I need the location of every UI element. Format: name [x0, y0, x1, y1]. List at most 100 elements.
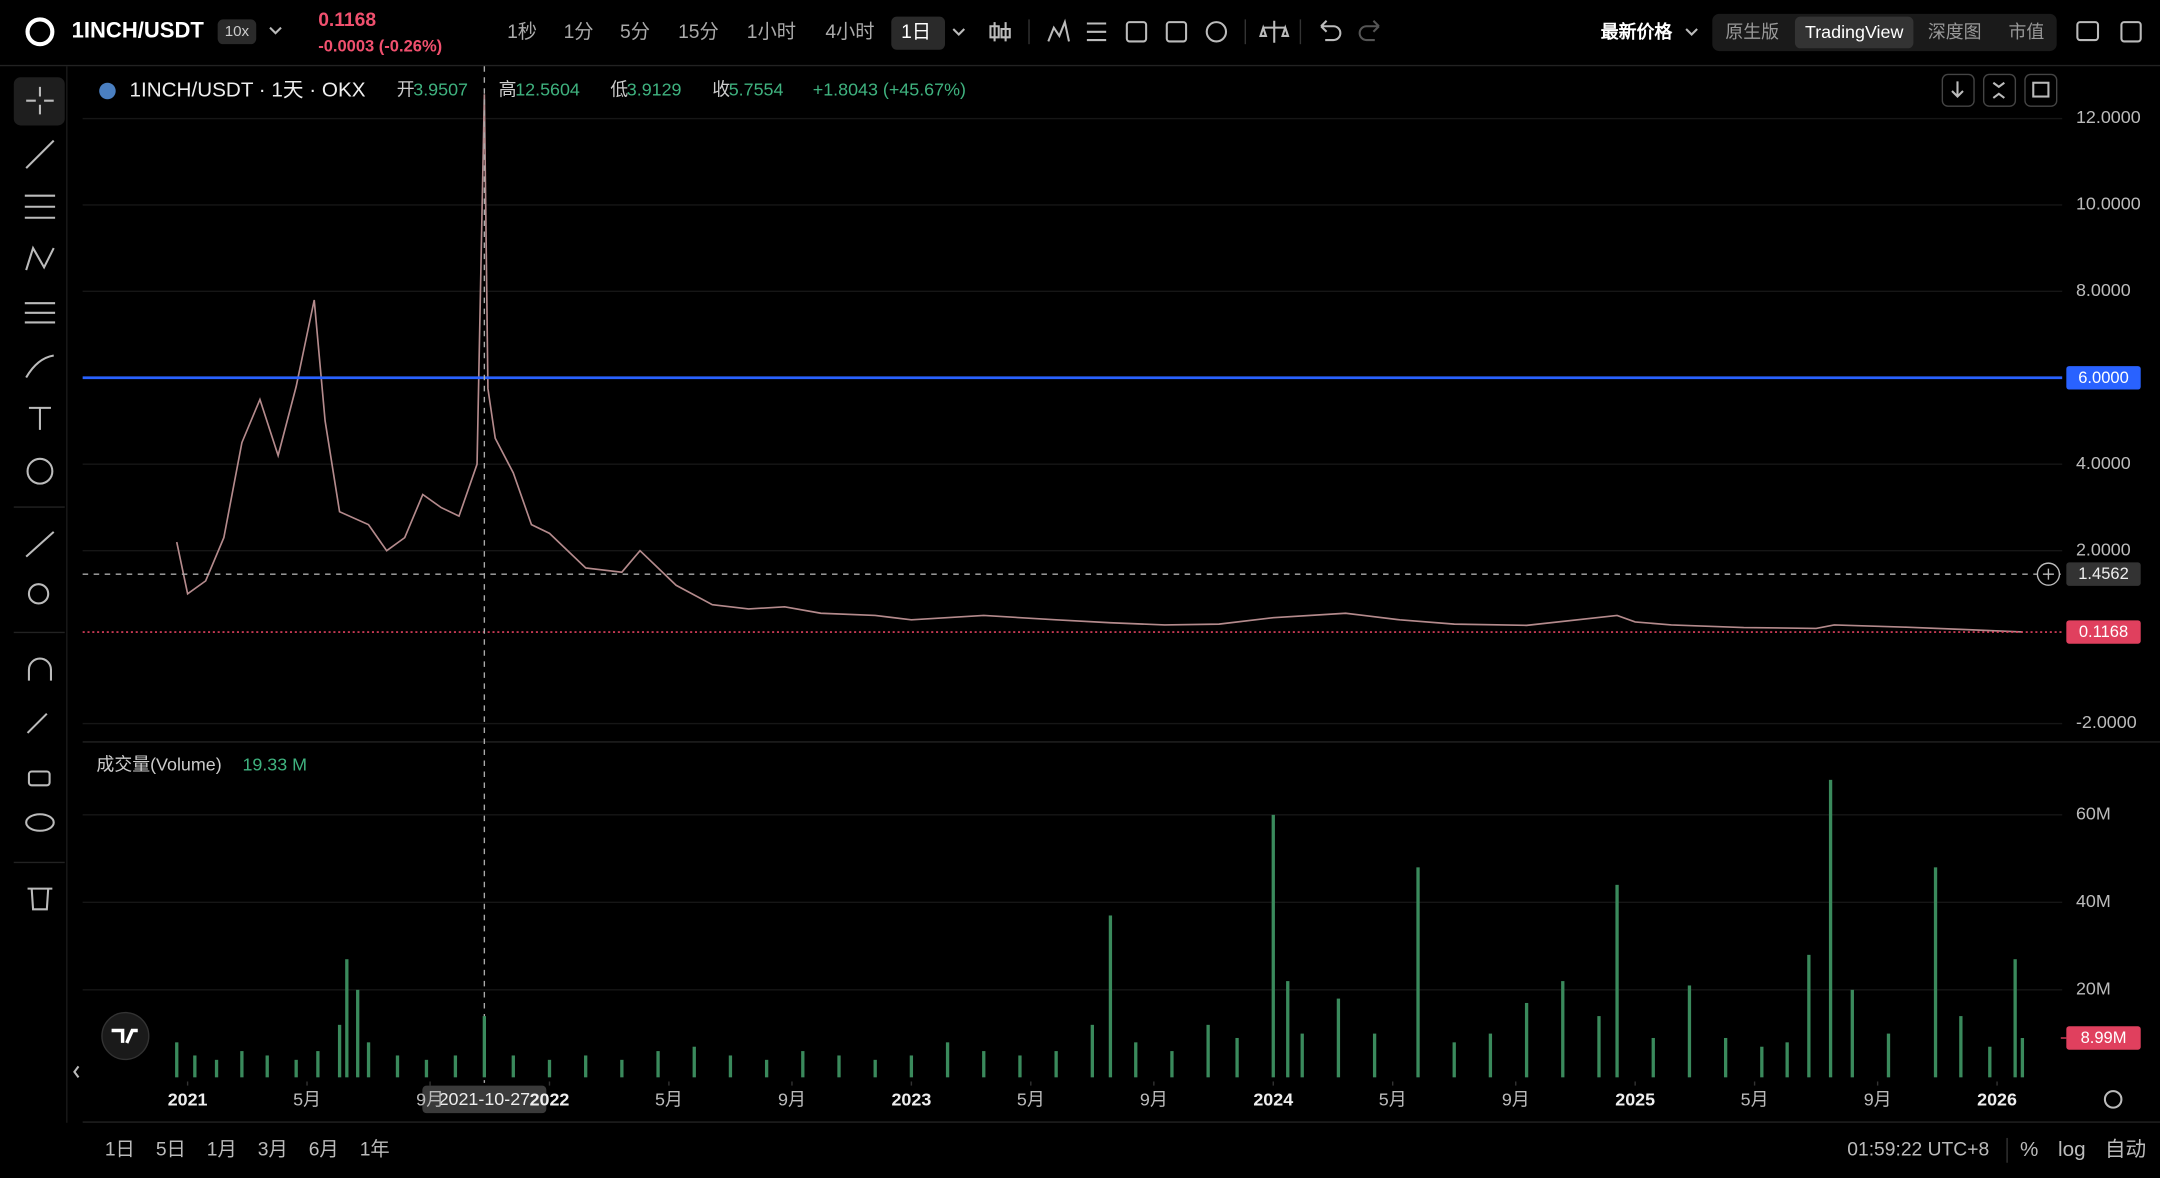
crosshair-tool[interactable] — [26, 86, 54, 115]
y-tick-label: 60M — [2076, 804, 2111, 824]
volume-bar — [728, 1055, 733, 1078]
volume-bar — [424, 1059, 429, 1078]
axis-settings[interactable] — [2103, 1090, 2123, 1109]
text-tool[interactable] — [28, 406, 51, 430]
volume-bar — [1933, 867, 1938, 1078]
legend-title: 1INCH/USDT · 1天 · OKX — [129, 78, 365, 101]
price-mode-dropdown[interactable] — [1685, 28, 1698, 36]
volume-bar — [1988, 1046, 1992, 1078]
fib-tool[interactable] — [24, 194, 56, 219]
interval[interactable]: 1小时 — [747, 21, 796, 43]
range-button[interactable]: 5日 — [156, 1139, 186, 1160]
pane-button[interactable] — [1982, 73, 2017, 107]
x-tick-label: 9月 — [778, 1089, 806, 1109]
price-line-label: 0.1168 — [2079, 622, 2128, 641]
redo-icon[interactable] — [1358, 20, 1380, 42]
collapse-sidebar[interactable] — [73, 1065, 80, 1078]
chart-type-icon[interactable] — [989, 22, 1011, 42]
interval[interactable]: 1分 — [564, 21, 594, 43]
last-price: 0.1168 — [318, 10, 376, 31]
y-tick-label: 8.0000 — [2076, 280, 2131, 300]
interval[interactable]: 1秒 — [507, 21, 537, 43]
interval-dropdown[interactable] — [952, 28, 966, 36]
delete-tool[interactable] — [27, 887, 53, 911]
last-volume-label-bg — [2066, 1026, 2141, 1050]
volume-bar — [453, 1055, 458, 1078]
interval[interactable]: 4小时 — [825, 21, 874, 43]
pane-buttons — [1941, 73, 2058, 107]
volume-bar — [1271, 814, 1275, 1078]
x-tick-label: 5月 — [293, 1089, 321, 1109]
volume-bar — [547, 1059, 552, 1078]
x-tick-label: 2022 — [530, 1089, 570, 1109]
undo-icon[interactable] — [1320, 20, 1342, 42]
emoji-tool[interactable] — [26, 457, 54, 485]
zoom-tool[interactable] — [27, 583, 50, 605]
magnet-tool[interactable] — [27, 657, 53, 681]
y-tick-label: 12.0000 — [2076, 107, 2141, 127]
y-tick-label: 10.0000 — [2076, 194, 2141, 214]
lock-tool[interactable] — [27, 770, 51, 787]
range-button[interactable]: 1月 — [207, 1139, 237, 1160]
percent-toggle[interactable]: % — [2020, 1138, 2038, 1161]
volume-bar — [1336, 998, 1341, 1078]
range-button[interactable]: 1年 — [360, 1138, 390, 1160]
indicators-icon[interactable] — [1047, 18, 1070, 42]
volume-bar — [1286, 981, 1290, 1078]
view-tab[interactable]: TradingView — [1805, 22, 1904, 42]
volume-bar — [1850, 989, 1854, 1078]
symbol[interactable]: 1INCH/USDT — [72, 18, 205, 43]
view-tab[interactable]: 市值 — [2008, 22, 2044, 42]
range-button[interactable]: 6月 — [309, 1139, 339, 1160]
price-line — [175, 94, 2023, 633]
leverage-badge[interactable] — [217, 19, 257, 45]
lock-draw-tool[interactable] — [26, 712, 48, 734]
brush-tool[interactable] — [25, 354, 54, 379]
pane-button[interactable] — [1941, 73, 1975, 107]
price-mode[interactable]: 最新价格 — [1601, 21, 1674, 42]
tradingview-mark — [111, 1028, 138, 1044]
view-tab[interactable]: 原生版 — [1725, 22, 1779, 42]
interval[interactable]: 1日 — [901, 22, 931, 43]
logo[interactable] — [25, 17, 55, 47]
x-tick-label: 5月 — [655, 1089, 683, 1109]
volume-bar — [1687, 985, 1692, 1078]
replay-icon[interactable] — [1165, 21, 1188, 43]
range-button[interactable]: 3月 — [258, 1139, 288, 1160]
compare-icon[interactable] — [1259, 20, 1290, 43]
crosshair-date-bg — [422, 1085, 547, 1114]
y-tick-label: -2.0000 — [2076, 712, 2137, 732]
layout-icon[interactable] — [2076, 21, 2100, 42]
visibility-tool[interactable] — [25, 813, 55, 832]
alert-icon[interactable] — [1125, 21, 1148, 43]
legend-open: 3.9507 — [413, 80, 468, 100]
projection-tool[interactable] — [24, 302, 56, 324]
range-button[interactable]: 1日 — [105, 1139, 135, 1160]
volume-bar — [366, 1042, 371, 1078]
volume-bar — [692, 1046, 696, 1078]
volume-bar — [1651, 1037, 1655, 1078]
list-icon[interactable] — [1086, 22, 1107, 42]
interval[interactable]: 15分 — [678, 21, 719, 43]
volume-bar — [1452, 1042, 1456, 1078]
auto-toggle[interactable]: 自动 — [2105, 1138, 2146, 1161]
volume-bar — [1054, 1051, 1058, 1078]
volume-bar — [1597, 1016, 1601, 1078]
settings-icon[interactable] — [1205, 21, 1228, 43]
view-tab[interactable]: 深度图 — [1928, 22, 1982, 42]
coin-icon — [99, 82, 116, 100]
volume-bar — [1372, 1033, 1377, 1078]
pane-collapse-icon — [1992, 81, 2005, 99]
fullscreen-icon[interactable] — [2120, 21, 2142, 43]
log-toggle[interactable]: log — [2058, 1138, 2086, 1161]
tradingview-logo[interactable] — [101, 1011, 150, 1061]
trend-line-tool[interactable] — [25, 139, 55, 169]
symbol-dropdown[interactable] — [269, 26, 282, 35]
interval[interactable]: 5分 — [620, 21, 650, 43]
volume-bar — [1206, 1024, 1210, 1078]
ruler-tool[interactable] — [25, 531, 55, 558]
pane-button[interactable] — [2024, 73, 2058, 107]
pattern-tool[interactable] — [25, 245, 55, 271]
leverage[interactable]: 10x — [225, 23, 250, 40]
